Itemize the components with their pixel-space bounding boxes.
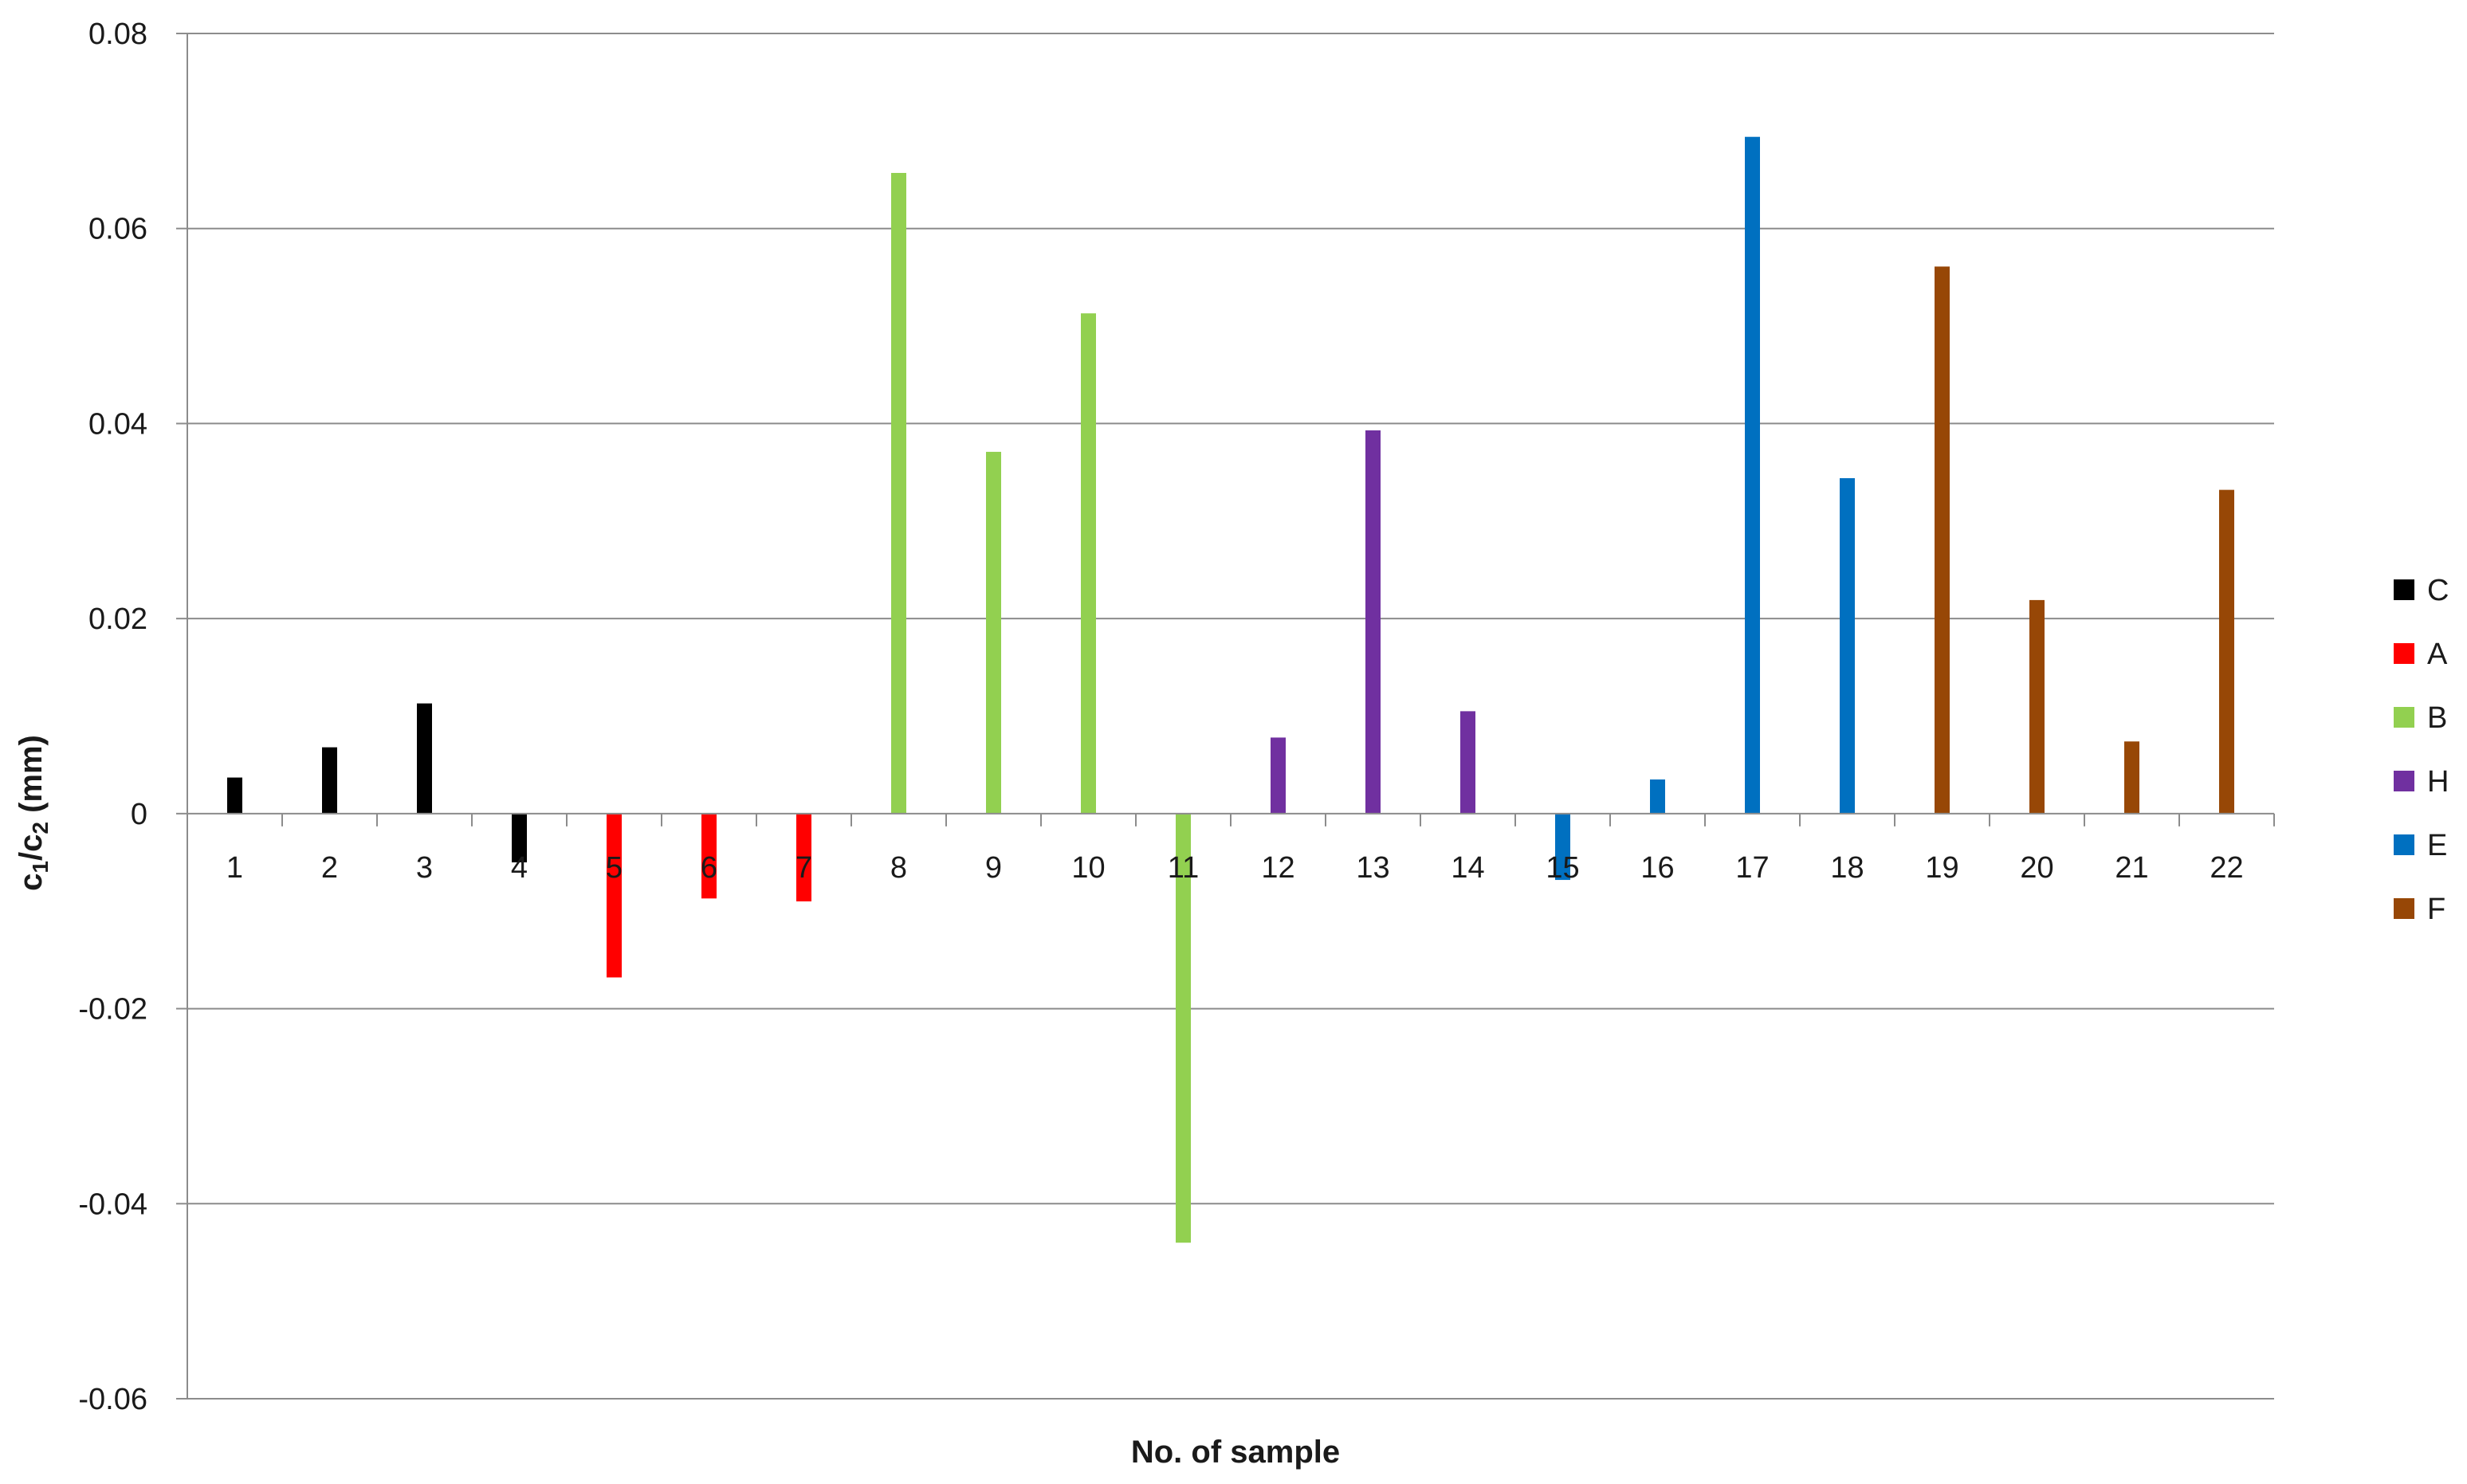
legend-label: B: [2427, 701, 2447, 735]
bar: [322, 747, 337, 814]
bar: [1840, 477, 1855, 814]
x-tick-label: 6: [701, 851, 717, 885]
legend-item: C: [2394, 574, 2449, 607]
legend-swatch: [2394, 643, 2414, 664]
x-tick-label: 16: [1640, 851, 1674, 885]
x-tick-label: 9: [985, 851, 1002, 885]
y-axis-title-sub2: 2: [28, 822, 53, 834]
legend-item: B: [2394, 701, 2447, 735]
x-tick-label: 2: [321, 851, 338, 885]
legend-item: F: [2394, 893, 2445, 926]
bar: [701, 813, 717, 899]
y-tick-label: 0.06: [88, 213, 147, 246]
bar: [1555, 813, 1570, 881]
x-tick-label: 14: [1451, 851, 1484, 885]
x-tick-label: 15: [1546, 851, 1579, 885]
x-tick-label: 22: [2210, 851, 2243, 885]
legend-label: E: [2427, 829, 2447, 862]
x-tick-label: 10: [1071, 851, 1105, 885]
bar: [1176, 813, 1191, 1243]
x-tick-label: 13: [1356, 851, 1389, 885]
legend-label: A: [2427, 638, 2448, 671]
bar: [1081, 313, 1096, 814]
y-tick-label: 0.08: [88, 18, 147, 51]
x-tick-label: 1: [226, 851, 243, 885]
bar: [796, 813, 811, 901]
legend-swatch: [2394, 898, 2414, 919]
y-axis-ticks: -0.06 -0.04 -0.02 0 0.02 0.04 0.06 0.08: [78, 18, 187, 1416]
legend-swatch: [2394, 579, 2414, 600]
bar: [1650, 779, 1665, 814]
x-tick-label: 8: [890, 851, 907, 885]
x-axis-title: No. of sample: [1131, 1435, 1340, 1470]
x-tick-label: 21: [2115, 851, 2148, 885]
bar: [1745, 136, 1760, 814]
x-tick-label: 7: [795, 851, 812, 885]
x-tick-label: 18: [1830, 851, 1864, 885]
legend-item: A: [2394, 638, 2448, 671]
y-axis-title: c1/c2 (mm): [14, 735, 53, 891]
x-tick-label: 11: [1168, 851, 1199, 885]
x-axis-ticks: 1 2 3 4 5 6 7 8 9 10 11 12 13 14 15 16 17 18 19 20 21 22: [187, 813, 2275, 885]
bar: [2219, 489, 2234, 814]
y-tick-label: 0: [131, 798, 147, 831]
bar: [227, 777, 242, 814]
x-tick-label: 17: [1735, 851, 1769, 885]
bar: [1271, 737, 1286, 814]
y-tick-label: 0.02: [88, 603, 147, 636]
y-axis-title-unit: (mm): [14, 735, 49, 822]
bar: [1935, 266, 1950, 814]
legend-label: H: [2427, 765, 2449, 799]
legend-swatch: [2394, 771, 2414, 791]
y-tick-label: -0.02: [78, 993, 147, 1027]
bar: [1365, 430, 1381, 814]
x-tick-label: 5: [606, 851, 623, 885]
legend-swatch: [2394, 834, 2414, 855]
bar: [986, 451, 1001, 814]
y-axis-title-base2: c: [14, 834, 49, 852]
y-tick-label: -0.06: [78, 1383, 147, 1416]
y-tick-label: 0.04: [88, 407, 147, 441]
bar: [607, 813, 622, 978]
x-tick-label: 3: [416, 851, 433, 885]
legend-label: C: [2427, 574, 2449, 607]
x-tick-label: 12: [1261, 851, 1294, 885]
y-axis-title-sub1: 1: [28, 861, 53, 874]
x-tick-label: 20: [2020, 851, 2053, 885]
bar: [512, 813, 527, 863]
bar: [417, 703, 432, 814]
bar: [891, 172, 906, 814]
y-axis-title-sep: /: [14, 852, 49, 861]
y-axis-title-base1: c: [14, 874, 49, 891]
x-tick-label: 19: [1925, 851, 1958, 885]
y-tick-label: -0.04: [78, 1188, 147, 1221]
bar: [2124, 741, 2139, 814]
legend-item: H: [2394, 765, 2449, 799]
legend-item: E: [2394, 829, 2447, 862]
gridlines: [187, 33, 2274, 1400]
bars: [227, 136, 2234, 1243]
bar: [2029, 599, 2045, 814]
x-tick-label: 4: [511, 851, 528, 885]
bar: [1460, 711, 1475, 814]
legend-swatch: [2394, 707, 2414, 728]
legend-label: F: [2427, 893, 2445, 926]
